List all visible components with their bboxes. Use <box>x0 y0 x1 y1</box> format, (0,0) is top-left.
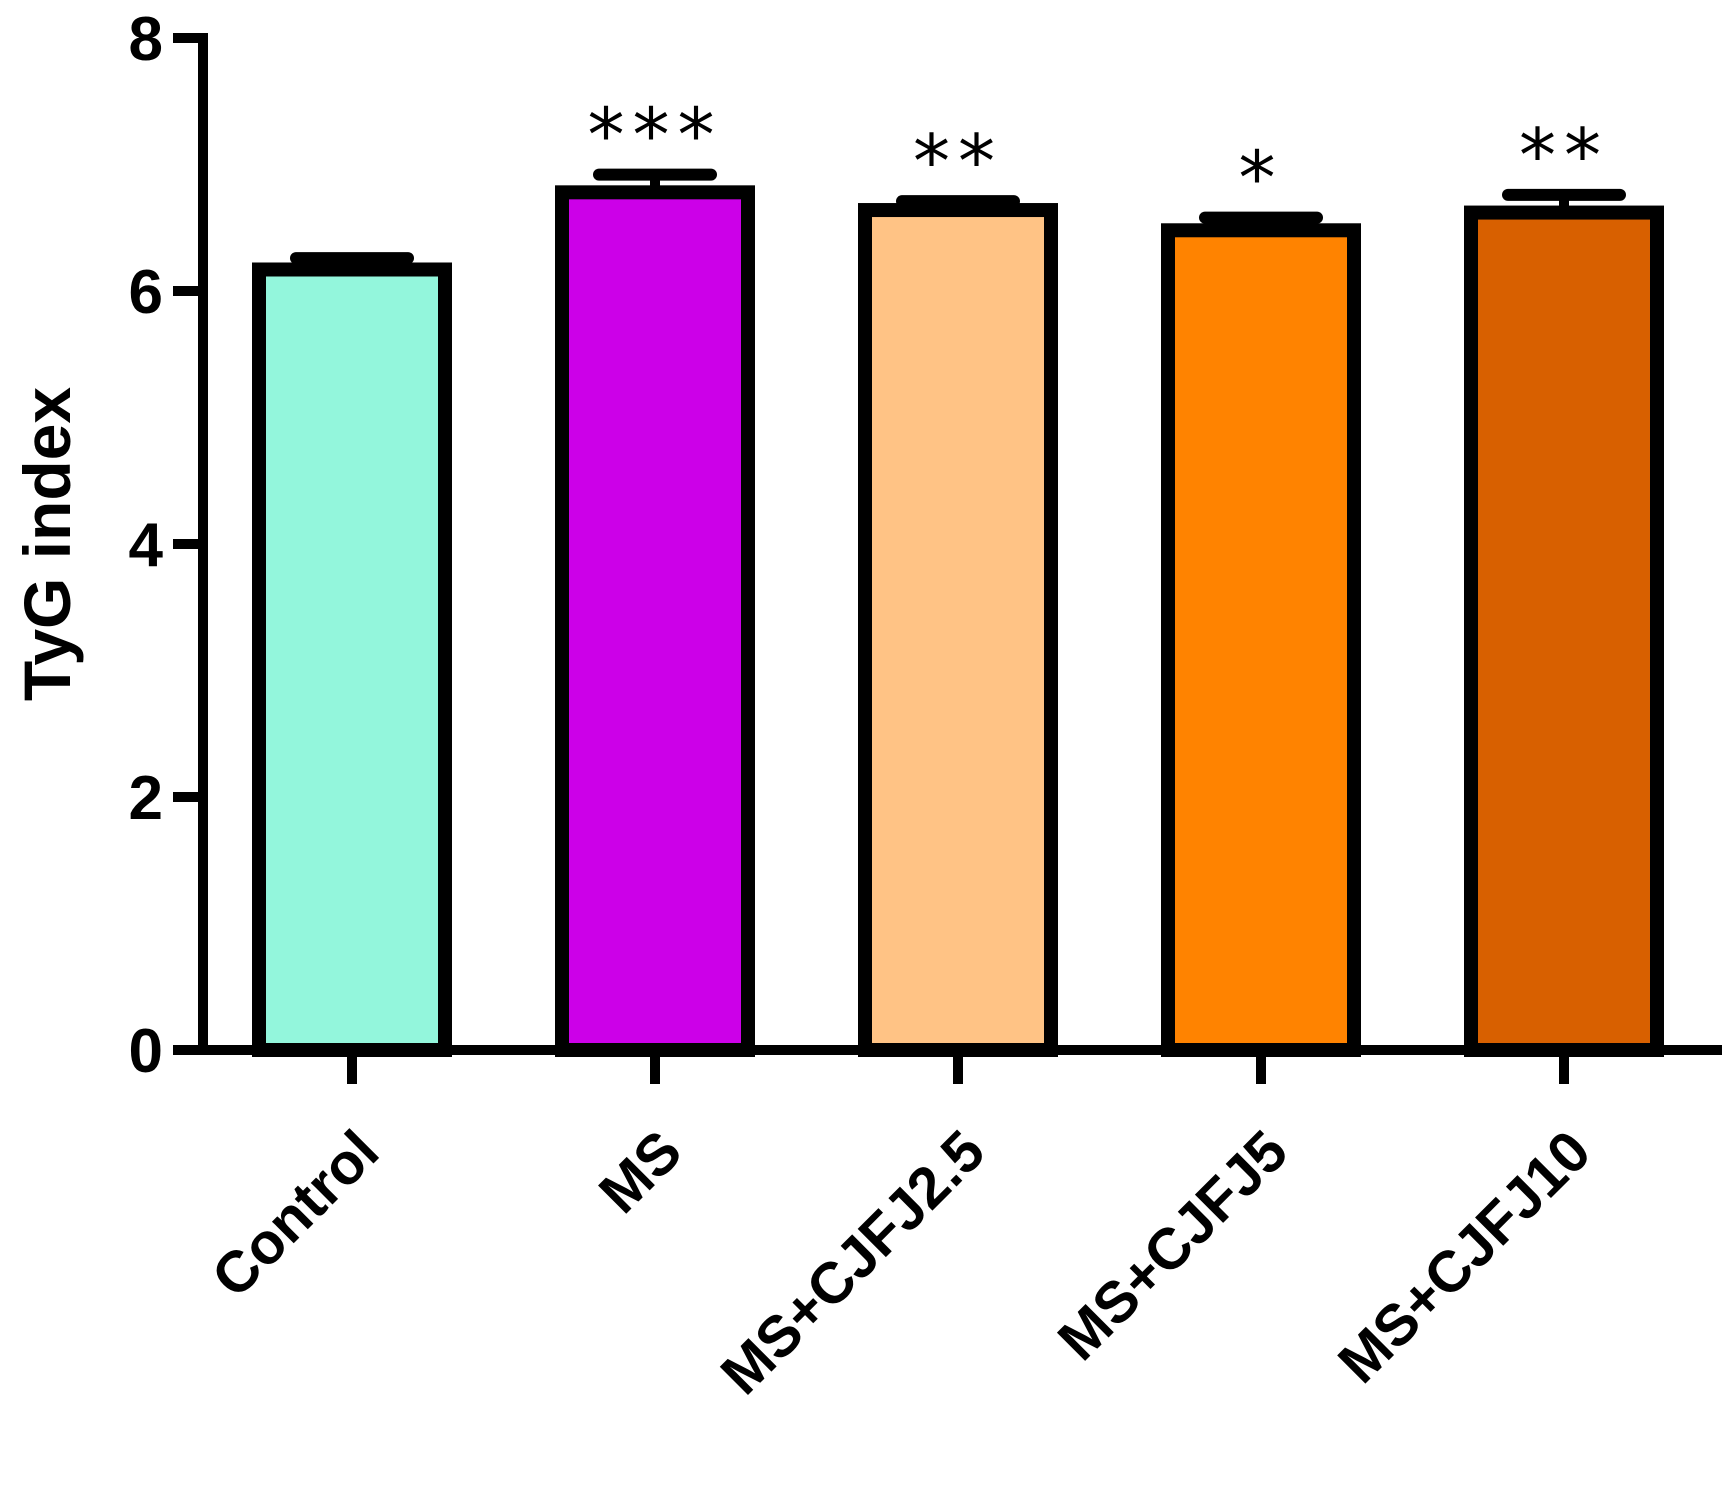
x-category-label: MS <box>587 1118 694 1225</box>
bar <box>252 262 452 1057</box>
significance-label: ** <box>1519 113 1609 199</box>
y-tick-label: 4 <box>129 511 164 580</box>
bars: *** ** * ** <box>252 93 1664 1058</box>
significance-label: *** <box>588 93 723 179</box>
x-category-label: MS+CJFJ10 <box>1326 1118 1603 1395</box>
y-axis-ticks: 0 2 4 6 8 <box>129 5 203 1086</box>
x-category-label: MS+CJFJ2.5 <box>708 1118 997 1407</box>
y-tick-label: 0 <box>129 1017 163 1086</box>
significance-label: * <box>1239 136 1284 222</box>
significance-label: ** <box>913 119 1003 205</box>
bar <box>555 185 755 1057</box>
x-category-label: Control <box>199 1118 391 1310</box>
bar <box>1464 205 1664 1057</box>
y-tick-label: 6 <box>129 258 163 327</box>
y-tick-label: 2 <box>129 764 163 833</box>
y-axis-title: TyG index <box>10 387 84 701</box>
bar <box>858 203 1058 1058</box>
y-tick-label: 8 <box>129 5 163 74</box>
bar <box>1161 223 1361 1057</box>
x-category-label: MS+CJFJ5 <box>1046 1118 1301 1373</box>
x-axis-ticks: Control MS MS+CJFJ2.5 MS+CJFJ5 MS+CJFJ10 <box>199 1050 1603 1407</box>
